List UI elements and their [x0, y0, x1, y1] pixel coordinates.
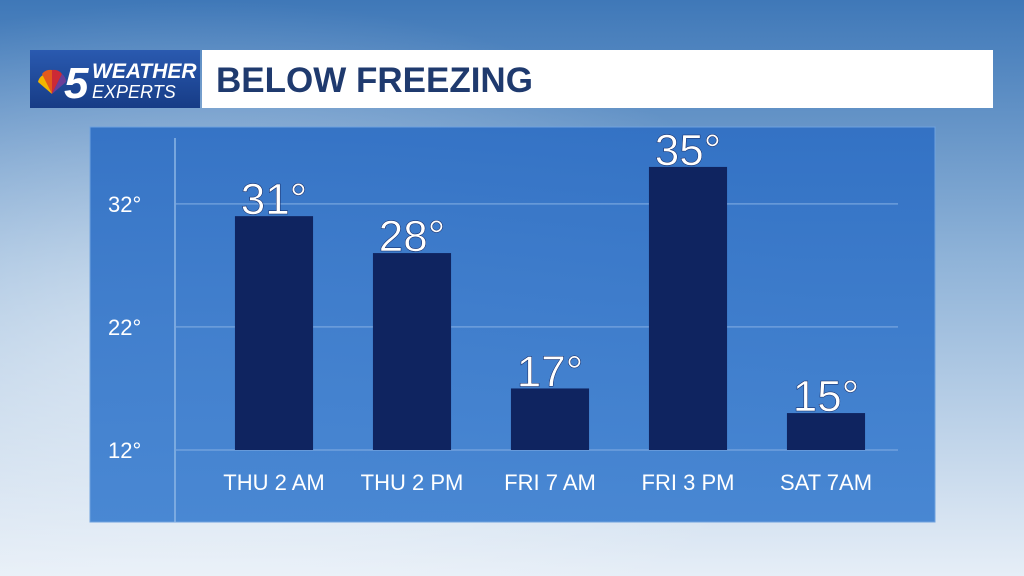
bar — [372, 253, 452, 450]
chart-title: BELOW FREEZING — [216, 61, 533, 100]
value-label: 15° — [793, 372, 860, 421]
value-label: 31° — [241, 175, 308, 224]
logo-number: 5 — [64, 59, 89, 108]
x-tick-label: FRI 7 AM — [504, 470, 596, 495]
bar — [786, 413, 866, 450]
value-label: 28° — [379, 212, 446, 261]
x-tick-label: THU 2 AM — [223, 470, 324, 495]
bar — [648, 166, 728, 450]
logo-line2: EXPERTS — [92, 82, 176, 102]
y-tick-label: 12° — [108, 438, 141, 463]
y-tick-label: 32° — [108, 192, 141, 217]
logo-line1: WEATHER — [92, 60, 197, 83]
y-tick-label: 22° — [108, 315, 141, 340]
x-tick-label: FRI 3 PM — [642, 470, 735, 495]
title-bar — [202, 50, 993, 108]
chart-panel — [89, 126, 936, 523]
value-label: 17° — [517, 347, 584, 396]
x-tick-label: SAT 7AM — [780, 470, 872, 495]
peacock-icon — [38, 69, 66, 94]
bar — [510, 388, 590, 450]
plot-area: 12° 22° 32° 31° THU 2 AM 28° THU 2 PM 17° FRI 7 … — [108, 126, 898, 495]
x-tick-label: THU 2 PM — [361, 470, 464, 495]
bar — [234, 216, 314, 450]
value-label: 35° — [655, 126, 722, 175]
